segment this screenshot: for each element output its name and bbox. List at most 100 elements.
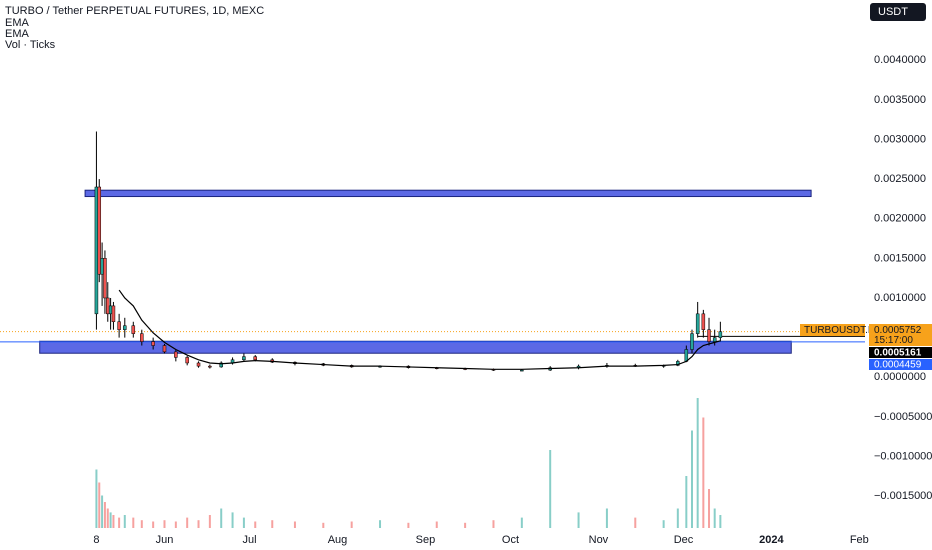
volume-bar — [605, 508, 608, 528]
volume-bar — [435, 521, 438, 528]
candle-body — [131, 325, 136, 334]
candle-body — [106, 297, 110, 315]
volume-bar — [322, 522, 325, 528]
price-label: 0.0005161 — [874, 348, 922, 359]
x-tick-label: Nov — [589, 534, 609, 546]
candle-body — [174, 351, 178, 358]
volume-bar — [152, 521, 155, 528]
volume-bar — [464, 522, 467, 528]
volume-bar — [492, 520, 495, 528]
volume-bar — [186, 517, 189, 528]
price-label: 0.0004459 — [874, 360, 922, 371]
volume-bar — [132, 517, 135, 528]
price-label: 0.0005752 — [874, 325, 922, 336]
zone — [39, 340, 792, 354]
price-tag — [869, 347, 932, 358]
volume-bar — [577, 512, 580, 528]
y-tick-label: 0.0000000 — [874, 371, 926, 383]
candle-body — [185, 357, 189, 364]
candle-body — [684, 349, 689, 362]
y-tick-label: 0.0035000 — [874, 94, 926, 106]
price-tag — [869, 324, 932, 346]
volume-bar — [101, 495, 104, 528]
volume-bar — [103, 502, 106, 528]
volume-bar — [662, 520, 665, 528]
currency-label[interactable]: USDT — [878, 6, 908, 18]
y-tick-label: −0.0005000 — [874, 411, 932, 423]
volume-bar — [350, 521, 353, 528]
x-tick-label: 2024 — [759, 534, 784, 546]
volume-bar — [95, 469, 98, 528]
symbol-tag — [800, 324, 865, 336]
volume-bar — [140, 520, 143, 528]
volume-bar — [702, 417, 705, 528]
y-tick-label: 0.0015000 — [874, 252, 926, 264]
candle-body — [103, 258, 107, 299]
y-tick-label: 0.0030000 — [874, 133, 926, 145]
ema-line — [118, 289, 721, 370]
volume-bar — [109, 512, 112, 528]
candle-body — [712, 337, 717, 342]
volume-bar — [719, 515, 722, 528]
volume-bar — [118, 517, 121, 528]
candle-body — [100, 258, 104, 275]
y-tick-label: 0.0040000 — [874, 54, 926, 66]
volume-bar — [407, 522, 410, 528]
volume-bar — [208, 515, 211, 528]
y-tick-label: 0.0010000 — [874, 292, 926, 304]
volume-bar — [379, 520, 382, 528]
volume-bar — [708, 489, 711, 528]
candle-body — [219, 362, 223, 368]
x-tick-label: Jun — [156, 534, 174, 546]
volume-bar — [112, 515, 115, 528]
volume-bar — [691, 430, 693, 528]
y-tick-label: −0.0010000 — [874, 450, 932, 462]
volume-bar — [271, 520, 274, 528]
x-tick-label: Dec — [674, 534, 694, 546]
x-tick-label: Aug — [328, 534, 348, 546]
candle-body — [196, 362, 201, 367]
x-tick-label: Oct — [502, 534, 519, 546]
candle-body — [242, 356, 246, 361]
zone — [84, 189, 812, 198]
volume-bar — [549, 450, 552, 528]
price-tag — [869, 359, 932, 370]
candle-body — [97, 186, 102, 275]
indicator: EMA — [5, 17, 30, 29]
x-tick-label: Sep — [416, 534, 436, 546]
x-tick-label: Feb — [850, 534, 869, 546]
currency-button[interactable] — [870, 3, 926, 21]
volume-bar — [106, 508, 109, 528]
countdown-label: 15:17:00 — [874, 335, 913, 346]
volume-bar — [231, 512, 234, 528]
candle-body — [208, 365, 212, 368]
volume-bar — [293, 521, 296, 528]
candle-body — [151, 341, 155, 346]
candle-body — [111, 305, 116, 323]
candle-body — [140, 333, 144, 342]
candle-body — [108, 305, 113, 315]
volume-bar — [254, 521, 257, 528]
indicator: EMA — [5, 28, 30, 40]
volume-bar — [696, 398, 699, 528]
indicator: Vol · Ticks — [5, 39, 56, 51]
volume-bar — [197, 520, 200, 528]
candle-body — [690, 333, 694, 350]
volume-bar — [520, 517, 523, 528]
candle-body — [94, 186, 99, 315]
volume-bar — [676, 508, 679, 528]
candle-body — [117, 321, 121, 330]
volume-bar — [685, 476, 688, 528]
symbol-label: TURBOUSDT.P — [804, 325, 875, 336]
candle-body — [701, 313, 706, 330]
candle-body — [520, 369, 524, 372]
x-tick-label: 8 — [93, 534, 99, 546]
volume-bar — [123, 515, 126, 528]
candle-body — [123, 325, 127, 330]
volume-bar — [634, 517, 637, 528]
chart-title: TURBO / Tether PERPETUAL FUTURES, 1D, ME… — [5, 5, 264, 17]
x-tick-label: Jul — [243, 534, 257, 546]
volume-bar — [174, 521, 177, 528]
